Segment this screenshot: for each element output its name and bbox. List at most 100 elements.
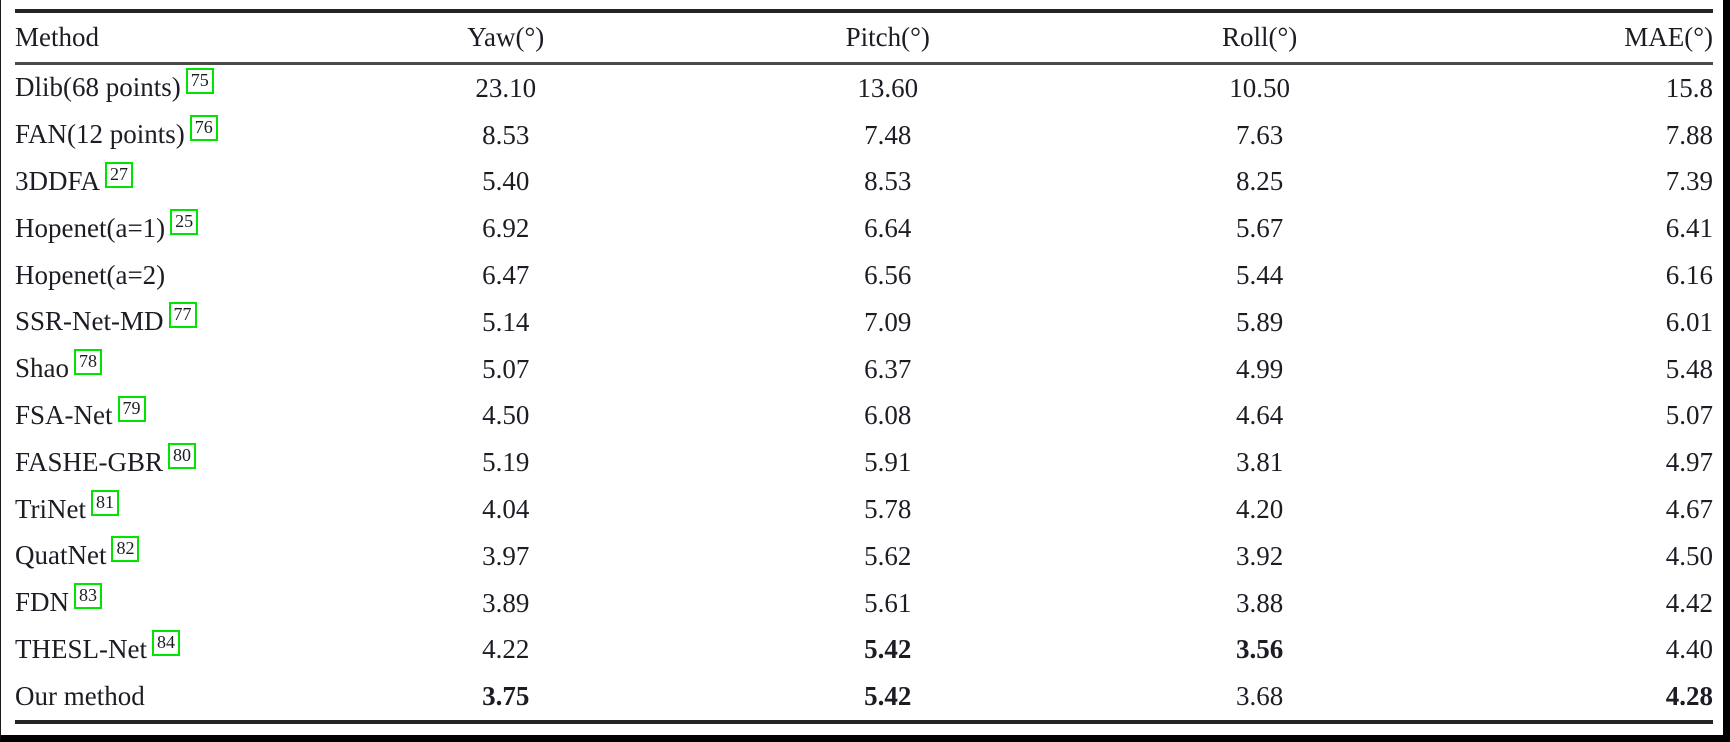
table-row: FASHE-GBR 80 5.19 5.91 3.81 4.97 xyxy=(15,439,1713,486)
method-cell: Hopenet(a=2) xyxy=(15,252,253,299)
method-cell: Our method xyxy=(15,673,253,720)
method-cell: 3DDFA 27 xyxy=(15,159,253,206)
citation-link[interactable]: 78 xyxy=(74,349,102,376)
method-name: Shao xyxy=(15,353,69,384)
citation-link[interactable]: 81 xyxy=(91,489,120,516)
citation-link[interactable]: 83 xyxy=(74,583,103,610)
mae-cell: 6.01 xyxy=(1665,306,1713,337)
yaw-cell: 4.04 xyxy=(482,494,530,525)
yaw-cell: 6.92 xyxy=(482,213,530,244)
table-row: Dlib(68 points) 75 23.10 13.60 10.50 15.8 xyxy=(15,64,1713,112)
method-cell: QuatNet 82 xyxy=(15,533,253,580)
roll-cell: 7.63 xyxy=(1236,119,1284,150)
mae-cell: 4.97 xyxy=(1665,447,1713,478)
citation-link[interactable]: 79 xyxy=(117,396,146,422)
table-bottom-rule xyxy=(15,720,1713,725)
table-row: Shao 78 5.07 6.37 4.99 5.48 xyxy=(15,346,1713,393)
table-row: SSR-Net-MD 77 5.14 7.09 5.89 6.01 xyxy=(15,299,1713,346)
pitch-cell: 7.09 xyxy=(864,306,912,337)
yaw-cell: 8.53 xyxy=(482,119,530,150)
yaw-cell: 5.40 xyxy=(482,166,530,197)
citation-link[interactable]: 27 xyxy=(105,162,134,188)
method-name: FDN xyxy=(15,587,70,618)
pitch-cell: 6.56 xyxy=(864,260,912,291)
pitch-cell: 5.42 xyxy=(864,681,912,712)
yaw-cell: 3.97 xyxy=(482,540,530,571)
table-row: TriNet 81 4.04 5.78 4.20 4.67 xyxy=(15,486,1713,533)
method-cell: Shao 78 xyxy=(15,346,253,393)
roll-cell: 4.20 xyxy=(1236,494,1284,525)
table-row: Hopenet(a=1) 25 6.92 6.64 5.67 6.41 xyxy=(15,205,1713,252)
method-name: FASHE-GBR xyxy=(15,446,164,477)
roll-cell: 5.67 xyxy=(1236,213,1284,244)
table-row: Hopenet(a=2) 6.47 6.56 5.44 6.16 xyxy=(15,252,1713,299)
yaw-cell: 5.14 xyxy=(482,306,530,337)
table-row: THESL-Net 84 4.22 5.42 3.56 4.40 xyxy=(15,627,1713,674)
pitch-cell: 5.91 xyxy=(864,447,912,478)
yaw-cell: 6.47 xyxy=(482,260,530,291)
roll-cell: 3.92 xyxy=(1236,540,1284,571)
citation-link[interactable]: 76 xyxy=(189,115,218,142)
pitch-cell: 5.62 xyxy=(864,540,912,571)
roll-cell: 8.25 xyxy=(1236,166,1284,197)
pitch-cell: 7.48 xyxy=(864,119,912,150)
yaw-cell: 23.10 xyxy=(475,72,537,103)
mae-cell: 5.48 xyxy=(1665,353,1713,384)
table-row: FDN 83 3.89 5.61 3.88 4.42 xyxy=(15,580,1713,627)
roll-cell: 3.81 xyxy=(1236,447,1284,478)
mae-cell: 4.42 xyxy=(1665,587,1713,618)
mae-cell: 4.40 xyxy=(1665,634,1713,665)
pitch-cell: 5.78 xyxy=(864,494,912,525)
mae-cell: 4.67 xyxy=(1665,494,1713,525)
citation-link[interactable]: 84 xyxy=(151,630,180,656)
pitch-cell: 5.42 xyxy=(864,634,912,665)
method-name: FAN(12 points) xyxy=(15,119,185,150)
method-cell: TriNet 81 xyxy=(15,486,253,533)
method-cell: Hopenet(a=1) 25 xyxy=(15,205,253,252)
roll-cell: 5.89 xyxy=(1236,306,1284,337)
method-name: Our method xyxy=(15,681,145,712)
header-row: Method Yaw(°) Pitch(°) Roll(°) MAE(°) xyxy=(15,13,1713,65)
pitch-cell: 6.08 xyxy=(864,400,912,431)
results-table: Method Yaw(°) Pitch(°) Roll(°) MAE(°) Dl… xyxy=(15,13,1713,720)
mae-cell: 6.16 xyxy=(1665,260,1713,291)
table-top-rule xyxy=(15,9,1713,13)
roll-cell: 3.68 xyxy=(1236,681,1284,712)
method-name: TriNet xyxy=(15,493,87,524)
table-row: FSA-Net 79 4.50 6.08 4.64 5.07 xyxy=(15,393,1713,440)
yaw-cell: 3.75 xyxy=(482,681,530,712)
mae-cell: 5.07 xyxy=(1665,400,1713,431)
mae-cell: 7.39 xyxy=(1665,166,1713,197)
method-name: Hopenet(a=2) xyxy=(15,260,166,291)
method-cell: THESL-Net 84 xyxy=(15,627,253,674)
table-row: FAN(12 points) 76 8.53 7.48 7.63 7.88 xyxy=(15,112,1713,159)
method-cell: FAN(12 points) 76 xyxy=(15,112,253,159)
method-cell: Dlib(68 points) 75 xyxy=(15,64,253,112)
citation-link[interactable]: 82 xyxy=(111,536,140,563)
method-cell: FDN 83 xyxy=(15,580,253,627)
method-cell: FASHE-GBR 80 xyxy=(15,439,253,486)
column-header-roll: Roll(°) xyxy=(1016,13,1503,65)
column-header-pitch: Pitch(°) xyxy=(758,13,1017,65)
roll-cell: 3.56 xyxy=(1236,634,1284,665)
method-cell: SSR-Net-MD 77 xyxy=(15,299,253,346)
method-name: THESL-Net xyxy=(15,634,147,665)
pitch-cell: 13.60 xyxy=(857,72,919,103)
column-header-method: Method xyxy=(15,13,253,65)
roll-cell: 10.50 xyxy=(1229,72,1290,103)
pitch-cell: 6.64 xyxy=(864,213,912,244)
method-name: SSR-Net-MD xyxy=(15,306,164,337)
yaw-cell: 4.50 xyxy=(482,400,530,431)
citation-link[interactable]: 80 xyxy=(168,442,197,469)
mae-cell: 7.88 xyxy=(1665,119,1713,150)
citation-link[interactable]: 75 xyxy=(185,68,214,95)
pitch-cell: 6.37 xyxy=(864,353,912,384)
citation-link[interactable]: 25 xyxy=(170,208,199,235)
citation-link[interactable]: 77 xyxy=(168,302,197,329)
pitch-cell: 5.61 xyxy=(864,587,912,618)
mae-cell: 15.8 xyxy=(1665,72,1713,103)
method-name: QuatNet xyxy=(15,540,107,571)
mae-cell: 4.28 xyxy=(1665,681,1713,712)
yaw-cell: 4.22 xyxy=(482,634,530,665)
